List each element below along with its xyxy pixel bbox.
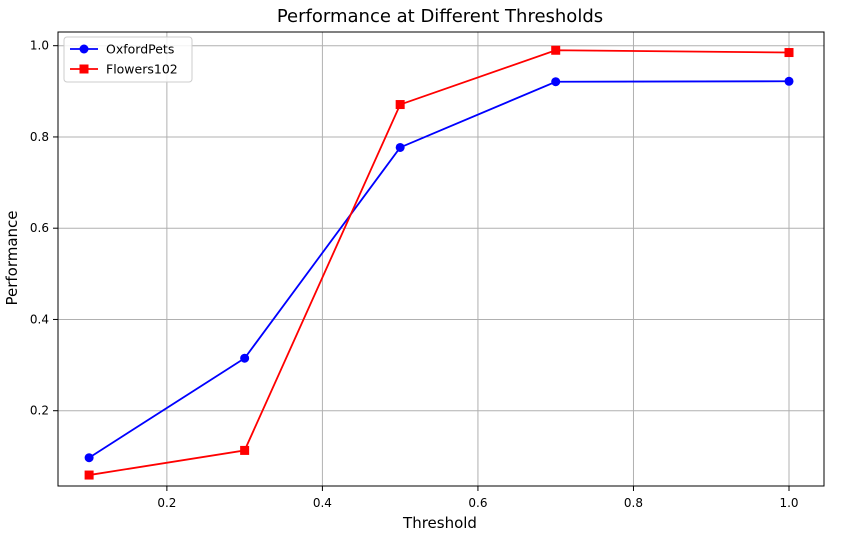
data-point-flowers102 (784, 48, 794, 58)
y-tick-label: 0.8 (30, 130, 49, 144)
data-point-oxfordpets (551, 77, 561, 87)
chart-title: Performance at Different Thresholds (277, 6, 603, 27)
data-point-oxfordpets (395, 142, 405, 152)
data-point-oxfordpets (84, 453, 94, 463)
data-point-oxfordpets (240, 353, 250, 363)
legend-label: Flowers102 (106, 62, 178, 77)
x-tick-label: 0.8 (624, 496, 643, 510)
legend-item-oxfordpets: OxfordPets (70, 42, 174, 57)
y-tick-label: 0.2 (30, 404, 49, 418)
y-axis-label: Performance (3, 210, 21, 305)
legend-marker (79, 64, 89, 74)
legend-item-flowers102: Flowers102 (70, 62, 178, 77)
legend-marker (79, 44, 89, 54)
data-point-flowers102 (240, 445, 250, 455)
legend: OxfordPets Flowers102 (63, 36, 193, 83)
data-point-flowers102 (84, 470, 94, 480)
x-tick-label: 0.4 (313, 496, 332, 510)
y-tick-label: 1.0 (30, 39, 49, 53)
axis-ticks: 0.2 0.4 0.6 0.8 1.0 0.2 0.4 0.6 0.8 1.0 (30, 39, 799, 510)
grid-lines (58, 32, 824, 486)
y-tick-label: 0.6 (30, 221, 49, 235)
legend-label: OxfordPets (106, 42, 174, 57)
data-point-flowers102 (395, 100, 405, 110)
y-tick-label: 0.4 (30, 312, 49, 326)
data-series (84, 45, 794, 480)
x-tick-label: 0.6 (468, 496, 487, 510)
data-point-oxfordpets (784, 76, 794, 86)
x-axis-label: Threshold (402, 514, 477, 532)
data-point-flowers102 (551, 45, 561, 55)
plot-area-frame (57, 31, 825, 487)
series-oxfordpets (84, 76, 794, 463)
series-flowers102 (84, 45, 794, 480)
x-tick-label: 1.0 (779, 496, 798, 510)
x-tick-label: 0.2 (157, 496, 176, 510)
